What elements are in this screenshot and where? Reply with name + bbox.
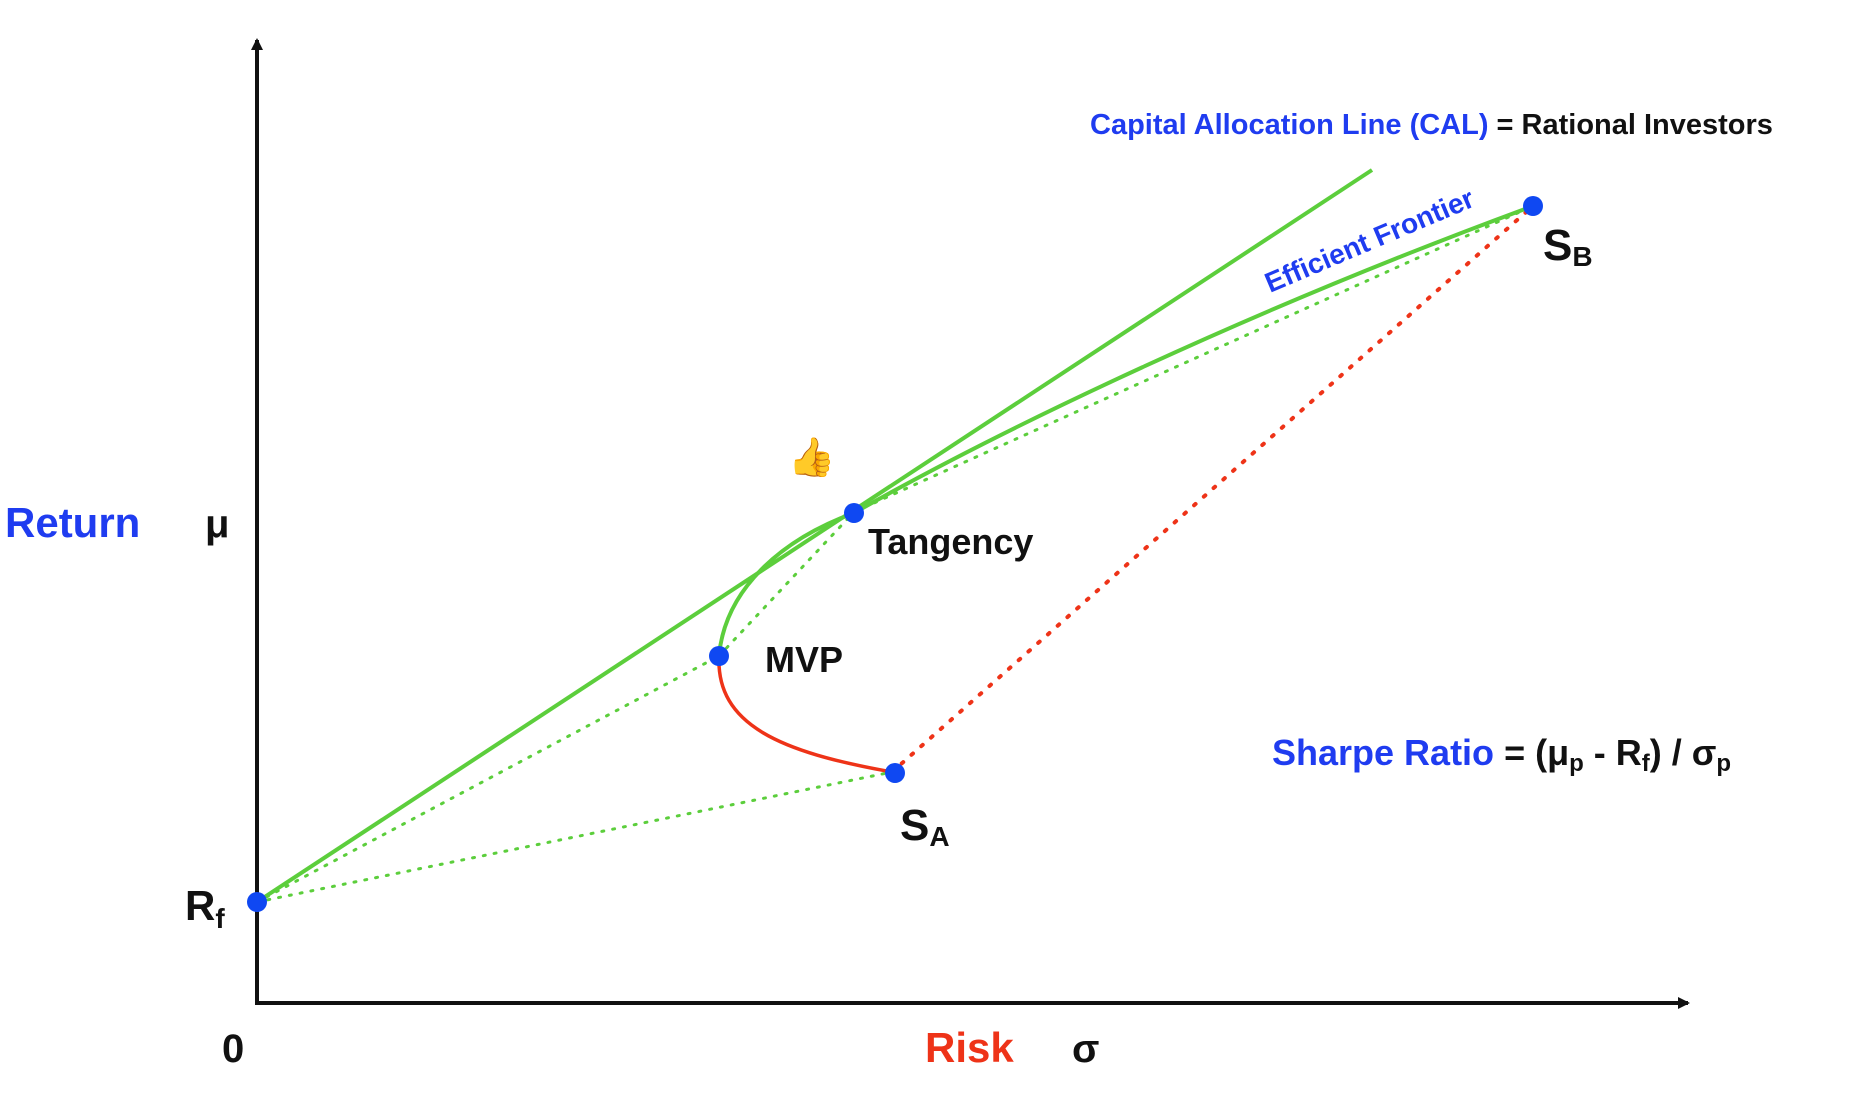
cal-name: Capital Allocation Line (CAL) bbox=[1090, 109, 1488, 141]
y-axis-label: Return bbox=[5, 499, 140, 546]
rf-sa-dotted-line bbox=[255, 770, 894, 904]
mvp-point bbox=[709, 646, 729, 666]
cal-suffix: = Rational Investors bbox=[1497, 109, 1773, 141]
x-axis-label: Risk bbox=[925, 1024, 1014, 1071]
thumbs-up-icon: 👍 bbox=[788, 435, 835, 479]
sa-sb-dotted-line bbox=[890, 204, 1535, 774]
sa-point bbox=[885, 763, 905, 783]
inefficient-frontier-curve bbox=[717, 655, 893, 774]
sb-label: SB bbox=[1543, 221, 1593, 272]
rf-label: Rf bbox=[185, 882, 225, 934]
y-axis-symbol: μ bbox=[205, 502, 229, 546]
mvp-sb-dotted-line bbox=[717, 204, 1535, 658]
origin-label: 0 bbox=[222, 1027, 244, 1071]
rf-mvp-dotted-line bbox=[255, 654, 721, 904]
sa-label: SA bbox=[900, 801, 950, 852]
rf-point bbox=[247, 892, 267, 912]
x-axis-symbol: σ bbox=[1072, 1027, 1099, 1071]
mvp-label: MVP bbox=[765, 639, 843, 680]
sharpe-ratio-annotation: Sharpe Ratio = (μp - Rf) / σp bbox=[1272, 732, 1731, 777]
cal-annotation: Capital Allocation Line (CAL) = Rational… bbox=[1090, 109, 1773, 141]
capital-allocation-line bbox=[255, 168, 1374, 904]
efficient-frontier-curve bbox=[717, 204, 1534, 657]
tangency-label: Tangency bbox=[868, 521, 1033, 562]
sb-point bbox=[1523, 196, 1543, 216]
tangency-point bbox=[844, 503, 864, 523]
sharpe-name: Sharpe Ratio bbox=[1272, 732, 1494, 773]
